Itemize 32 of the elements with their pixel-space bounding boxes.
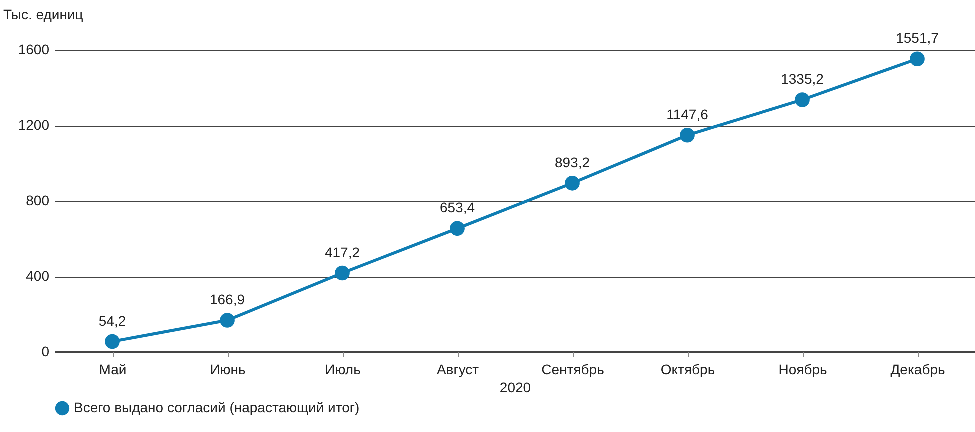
- x-tick-label: Ноябрь: [778, 362, 828, 378]
- data-label: 417,2: [324, 244, 360, 260]
- x-tick-label: Июль: [325, 362, 361, 378]
- data-label: 1551,7: [896, 30, 940, 46]
- x-tick-label: Октябрь: [660, 362, 716, 378]
- x-tick-label: Декабрь: [890, 362, 946, 378]
- y-tick-label: 1600: [18, 42, 50, 58]
- point: [680, 128, 695, 143]
- y-tick-label: 0: [42, 344, 50, 360]
- data-label: 1335,2: [781, 70, 824, 87]
- x-tick-label: Сентябрь: [542, 362, 604, 378]
- data-label: 1147,6: [666, 106, 709, 122]
- data-label: 54,2: [98, 312, 126, 329]
- y-tick-label: 1200: [18, 117, 50, 133]
- x-tick-label: Июнь: [210, 362, 246, 378]
- point: [795, 92, 810, 108]
- point: [450, 221, 465, 236]
- y-tick-label: 800: [26, 192, 50, 208]
- y-axis-title: Тыс. единиц: [4, 6, 84, 22]
- point: [910, 52, 925, 67]
- x-tick-label: Май: [99, 362, 127, 378]
- x-axis-title: 2020: [500, 380, 532, 396]
- y-tick-label: 400: [26, 268, 50, 284]
- data-label: 166,9: [210, 292, 246, 308]
- x-tick-label: Август: [436, 362, 480, 378]
- point: [105, 334, 120, 350]
- point: [335, 266, 350, 281]
- point: [565, 176, 580, 191]
- legend-label: Всего выдано согласий (нарастающий итог): [74, 400, 360, 416]
- point: [220, 313, 235, 328]
- data-label: 653,4: [440, 200, 476, 216]
- data-label: 893,2: [554, 154, 590, 170]
